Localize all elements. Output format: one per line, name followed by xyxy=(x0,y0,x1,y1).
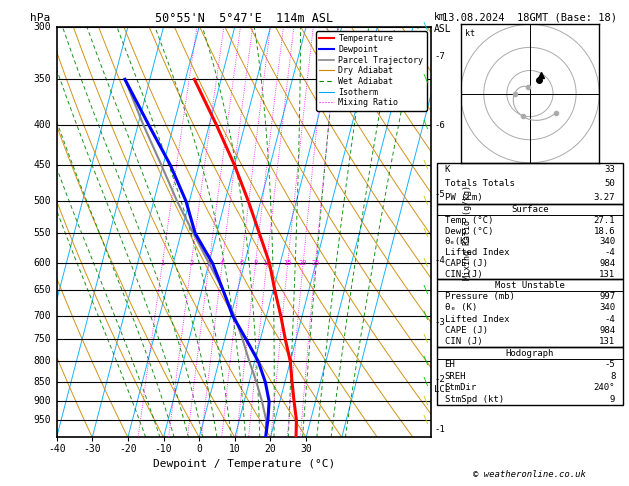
Text: 350: 350 xyxy=(33,74,51,84)
Text: km
ASL: km ASL xyxy=(434,12,452,34)
Text: kt: kt xyxy=(465,29,476,38)
Text: 131: 131 xyxy=(599,337,615,347)
Text: \: \ xyxy=(423,120,429,130)
Text: -7: -7 xyxy=(434,52,445,61)
Text: 650: 650 xyxy=(33,285,51,295)
Text: -6: -6 xyxy=(434,121,445,130)
Text: 20: 20 xyxy=(299,260,308,266)
Text: 15: 15 xyxy=(284,260,292,266)
Text: 700: 700 xyxy=(33,311,51,321)
Text: θₑ(K): θₑ(K) xyxy=(445,237,472,246)
Text: Surface: Surface xyxy=(511,205,548,214)
Text: 8: 8 xyxy=(610,372,615,381)
Text: \: \ xyxy=(423,160,429,170)
Text: 997: 997 xyxy=(599,292,615,301)
Text: Mixing Ratio (g/kg): Mixing Ratio (g/kg) xyxy=(463,185,472,279)
X-axis label: Dewpoint / Temperature (°C): Dewpoint / Temperature (°C) xyxy=(153,458,335,469)
Text: -1: -1 xyxy=(434,425,445,434)
Text: -5: -5 xyxy=(604,360,615,369)
Text: 4: 4 xyxy=(220,260,225,266)
Text: StmSpd (kt): StmSpd (kt) xyxy=(445,395,504,403)
Text: 10: 10 xyxy=(262,260,271,266)
Text: 500: 500 xyxy=(33,196,51,206)
Text: 6: 6 xyxy=(239,260,243,266)
Text: 1: 1 xyxy=(160,260,165,266)
Text: CAPE (J): CAPE (J) xyxy=(445,259,487,268)
Text: \: \ xyxy=(423,334,429,344)
Text: Lifted Index: Lifted Index xyxy=(445,248,509,257)
Text: LCL: LCL xyxy=(434,385,450,395)
Text: 950: 950 xyxy=(33,415,51,425)
Text: \: \ xyxy=(423,74,429,84)
Text: CAPE (J): CAPE (J) xyxy=(445,326,487,335)
Text: SREH: SREH xyxy=(445,372,466,381)
Text: \: \ xyxy=(423,285,429,295)
Text: 131: 131 xyxy=(599,270,615,278)
Text: 3: 3 xyxy=(207,260,211,266)
Text: PW (cm): PW (cm) xyxy=(445,193,482,202)
Text: Temp (°C): Temp (°C) xyxy=(445,216,493,225)
Text: 25: 25 xyxy=(311,260,320,266)
Text: 600: 600 xyxy=(33,258,51,268)
Text: Dewp (°C): Dewp (°C) xyxy=(445,226,493,236)
Text: \: \ xyxy=(423,228,429,239)
Text: CIN (J): CIN (J) xyxy=(445,270,482,278)
Text: \: \ xyxy=(423,258,429,268)
Text: -4: -4 xyxy=(604,314,615,324)
Text: \: \ xyxy=(423,356,429,366)
Text: -4: -4 xyxy=(604,248,615,257)
Text: 340: 340 xyxy=(599,237,615,246)
Text: Pressure (mb): Pressure (mb) xyxy=(445,292,515,301)
Text: 50: 50 xyxy=(604,179,615,188)
Text: 450: 450 xyxy=(33,160,51,170)
Text: 300: 300 xyxy=(33,22,51,32)
Text: 13.08.2024  18GMT (Base: 18): 13.08.2024 18GMT (Base: 18) xyxy=(442,12,618,22)
Text: K: K xyxy=(445,165,450,174)
Text: 3.27: 3.27 xyxy=(594,193,615,202)
Text: Totals Totals: Totals Totals xyxy=(445,179,515,188)
Text: -3: -3 xyxy=(434,318,445,328)
Text: 9: 9 xyxy=(610,395,615,403)
Text: EH: EH xyxy=(445,360,455,369)
Text: 900: 900 xyxy=(33,397,51,406)
Text: \: \ xyxy=(423,377,429,387)
Text: 340: 340 xyxy=(599,303,615,312)
Text: Most Unstable: Most Unstable xyxy=(495,280,565,290)
Text: 33: 33 xyxy=(604,165,615,174)
Text: 2: 2 xyxy=(189,260,193,266)
Text: Hodograph: Hodograph xyxy=(506,349,554,358)
Text: \: \ xyxy=(423,22,429,32)
Legend: Temperature, Dewpoint, Parcel Trajectory, Dry Adiabat, Wet Adiabat, Isotherm, Mi: Temperature, Dewpoint, Parcel Trajectory… xyxy=(316,31,426,110)
Text: \: \ xyxy=(423,397,429,406)
Text: 400: 400 xyxy=(33,120,51,130)
Text: -2: -2 xyxy=(434,375,445,383)
Text: 50°55'N  5°47'E  114m ASL: 50°55'N 5°47'E 114m ASL xyxy=(155,12,333,25)
Text: θₑ (K): θₑ (K) xyxy=(445,303,477,312)
Text: hPa: hPa xyxy=(30,13,51,23)
Text: -4: -4 xyxy=(434,257,445,265)
Text: 850: 850 xyxy=(33,377,51,387)
Text: \: \ xyxy=(423,196,429,206)
Text: 750: 750 xyxy=(33,334,51,344)
Text: 550: 550 xyxy=(33,228,51,239)
Text: 27.1: 27.1 xyxy=(594,216,615,225)
Text: CIN (J): CIN (J) xyxy=(445,337,482,347)
Text: StmDir: StmDir xyxy=(445,383,477,392)
Text: © weatheronline.co.uk: © weatheronline.co.uk xyxy=(474,469,586,479)
Text: \: \ xyxy=(423,311,429,321)
Text: 8: 8 xyxy=(253,260,258,266)
Text: -5: -5 xyxy=(434,191,445,199)
Text: 984: 984 xyxy=(599,326,615,335)
Text: \: \ xyxy=(423,415,429,425)
Text: 984: 984 xyxy=(599,259,615,268)
Text: 240°: 240° xyxy=(594,383,615,392)
Text: 18.6: 18.6 xyxy=(594,226,615,236)
Text: 800: 800 xyxy=(33,356,51,366)
Text: Lifted Index: Lifted Index xyxy=(445,314,509,324)
